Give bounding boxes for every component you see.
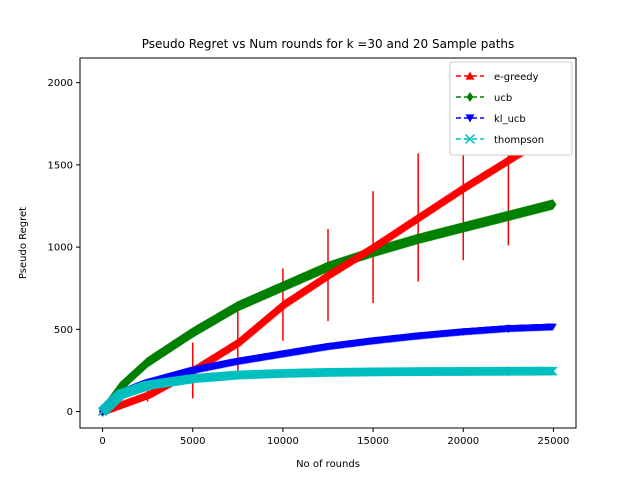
y-tick-label: 500 xyxy=(54,325,73,336)
y-tick-label: 1500 xyxy=(48,160,73,171)
legend-item-kl-ucb: kl_ucb xyxy=(456,114,526,125)
legend-label: ucb xyxy=(494,93,512,104)
legend-label: thompson xyxy=(494,135,544,146)
x-tick-label: 5000 xyxy=(180,436,205,447)
y-axis-ticks: 0 500 1000 1500 2000 xyxy=(48,78,80,418)
y-tick-label: 0 xyxy=(67,407,73,418)
plot-frame xyxy=(79,57,577,429)
x-axis-title: No of rounds xyxy=(296,459,360,470)
y-tick-label: 2000 xyxy=(48,78,73,89)
legend-marker xyxy=(465,114,475,123)
x-tick-label: 25000 xyxy=(538,436,570,447)
x-tick-label: 0 xyxy=(99,436,105,447)
chart-title: Pseudo Regret vs Num rounds for k =30 an… xyxy=(142,37,515,51)
legend-item-e-greedy: e-greedy xyxy=(456,71,539,83)
x-tick-label: 15000 xyxy=(357,436,389,447)
x-axis-ticks: 0 5000 10000 15000 20000 25000 xyxy=(99,428,569,447)
legend-item-ucb: ucb xyxy=(456,92,512,104)
series-line xyxy=(102,370,554,413)
legend: e-greedy ucb kl_ucb thompson xyxy=(449,61,573,156)
legend-marker xyxy=(465,71,475,80)
legend-marker xyxy=(464,133,476,145)
y-axis-title: Pseudo Regret xyxy=(18,207,29,279)
y-tick-label: 1000 xyxy=(48,243,73,254)
legend-box xyxy=(449,61,573,156)
legend-marker xyxy=(466,92,474,102)
legend-item-thompson: thompson xyxy=(456,133,544,146)
series-thompson xyxy=(98,366,558,417)
series-layer xyxy=(98,128,558,418)
x-tick-label: 10000 xyxy=(267,436,299,447)
legend-label: kl_ucb xyxy=(494,114,526,125)
x-tick-label: 20000 xyxy=(447,436,479,447)
series-line xyxy=(101,203,554,412)
legend-label: e-greedy xyxy=(494,72,539,83)
